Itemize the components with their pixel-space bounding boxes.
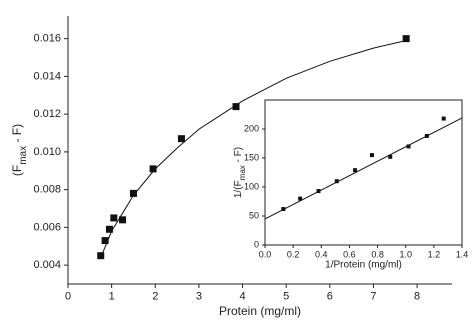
x-tick-label: 0 [65, 291, 71, 303]
y-axis-label-part: 1/(F [233, 180, 244, 198]
y-axis-label-part: max [18, 146, 29, 165]
inset-frame [264, 99, 463, 246]
y-axis-label-part: - F) [10, 124, 24, 146]
x-axis-label: Protein (mg/ml) [219, 304, 301, 318]
data-point [334, 179, 339, 184]
fit-line [100, 40, 407, 258]
data-point [149, 165, 157, 173]
x-tick-label: 0.8 [371, 250, 384, 260]
data-point [101, 237, 109, 245]
x-tick-label: 5 [283, 291, 289, 303]
y-tick-label: 0.008 [33, 184, 61, 196]
data-point [232, 103, 240, 111]
x-tick-label: 3 [196, 291, 202, 303]
y-tick-label: 0.012 [33, 108, 61, 120]
y-tick-label: 0.014 [33, 70, 61, 82]
data-point [406, 144, 411, 149]
x-tick-label: 0.2 [287, 250, 300, 260]
x-tick-label: 6 [327, 291, 333, 303]
y-axis-label: 1/(Fmax - F) [233, 147, 247, 198]
x-axis-label: 1/Protein (mg/ml) [325, 260, 402, 271]
y-tick-label: 0.004 [33, 259, 61, 271]
x-tick-label: 7 [370, 291, 376, 303]
x-tick-label: 2 [152, 291, 158, 303]
data-point [97, 252, 105, 260]
data-point [369, 153, 374, 158]
y-axis-label-part: (F [10, 165, 24, 176]
data-point [177, 135, 185, 143]
x-tick-label: 0.6 [343, 250, 356, 260]
data-point [441, 116, 446, 121]
y-tick-label: 150 [244, 152, 259, 162]
data-point [105, 225, 113, 233]
y-axis-label: (Fmax - F) [10, 124, 29, 176]
data-point [119, 216, 127, 224]
x-tick-label: 0.4 [315, 250, 328, 260]
data-point [298, 196, 303, 201]
data-point [129, 189, 137, 197]
x-tick-label: 1.4 [456, 250, 469, 260]
y-tick-label: 0.010 [33, 146, 61, 158]
y-axis-label-part: - F) [233, 147, 244, 165]
x-tick-label: 4 [239, 291, 245, 303]
y-tick-label: 200 [244, 123, 259, 133]
x-tick-label: 1.0 [399, 250, 412, 260]
fit-line [264, 117, 463, 220]
x-tick-label: 0.0 [259, 250, 272, 260]
y-tick-label: 50 [249, 210, 259, 220]
x-tick-label: 1.2 [428, 250, 441, 260]
x-tick-label: 1 [109, 291, 115, 303]
y-axis-label-part: max [238, 165, 247, 180]
data-point [353, 168, 358, 173]
x-tick-label: 8 [414, 291, 420, 303]
data-point [388, 154, 393, 159]
data-point [402, 35, 410, 43]
y-tick-label: 0.016 [33, 33, 61, 45]
y-tick-label: 100 [244, 181, 259, 191]
data-point [110, 214, 118, 222]
y-tick-label: 0 [254, 239, 259, 249]
y-tick-label: 0.006 [33, 221, 61, 233]
